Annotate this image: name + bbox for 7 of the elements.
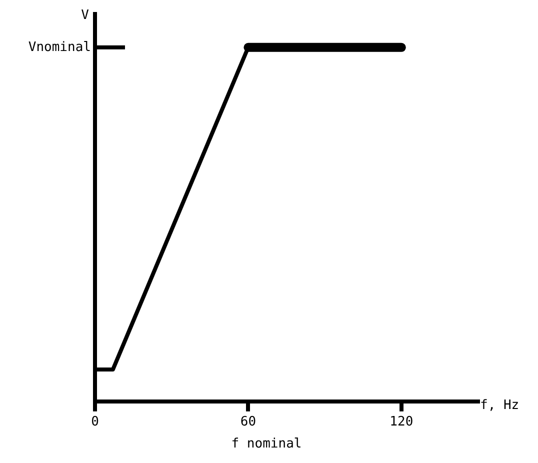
text: Vnominal [28,40,91,55]
x-tick-label: 120 [390,414,414,430]
x-tick-label: 0 [91,414,99,430]
x-tick-label: 60 [240,414,256,430]
y-axis-title: V [81,8,90,23]
text: f nominal [231,436,302,452]
x-axis-title: f, Hz [480,398,520,413]
